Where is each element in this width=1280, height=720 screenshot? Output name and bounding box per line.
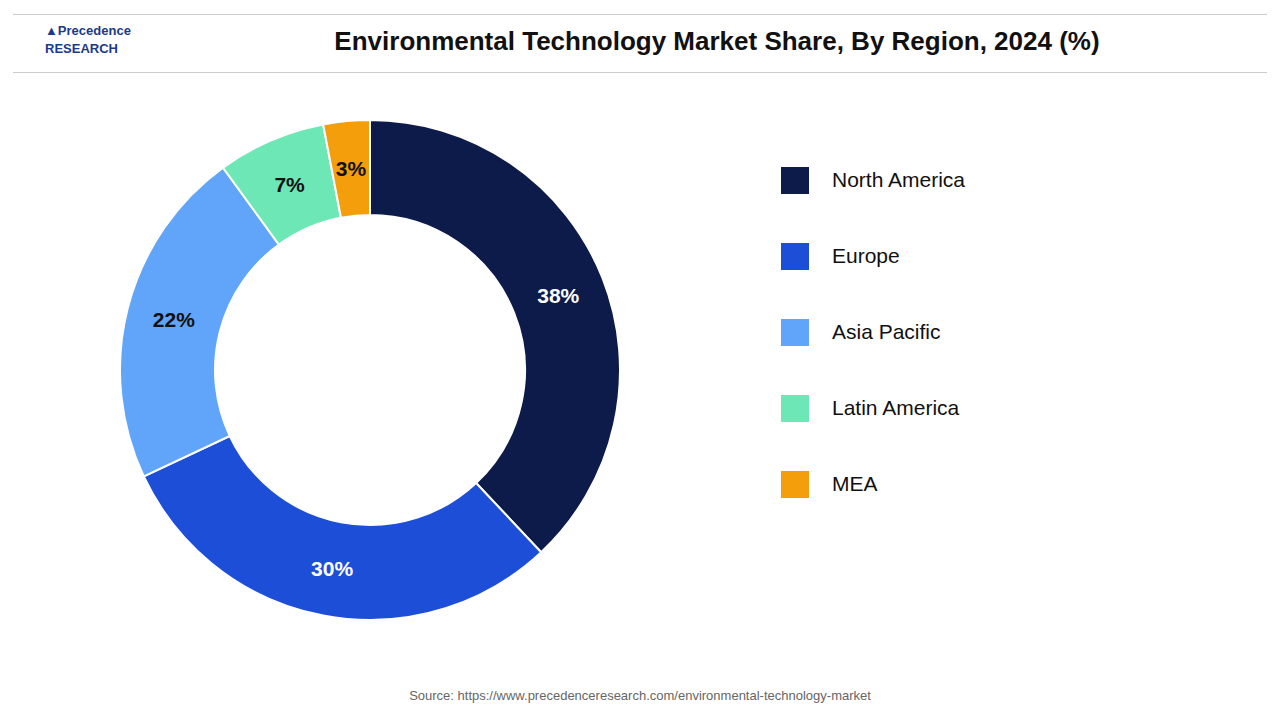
svg-text:7%: 7% bbox=[274, 173, 305, 196]
html-text:MEA: MEA bbox=[832, 472, 878, 495]
svg-text:22%: 22% bbox=[153, 308, 195, 331]
html-text:RESEARCH: RESEARCH bbox=[45, 41, 118, 56]
html-text:North America: North America bbox=[832, 168, 965, 191]
svg-text:38%: 38% bbox=[537, 284, 579, 307]
svg-text:30%: 30% bbox=[311, 557, 353, 580]
html-text:Latin America: Latin America bbox=[832, 396, 960, 419]
svg-text:3%: 3% bbox=[336, 157, 367, 180]
html-text:Source: https://www.precedence: Source: https://www.precedenceresearch.c… bbox=[409, 688, 871, 703]
html-text:Asia Pacific: Asia Pacific bbox=[832, 320, 941, 343]
html-text:Europe: Europe bbox=[832, 244, 900, 267]
html-text:▲Precedence: ▲Precedence bbox=[45, 23, 131, 38]
html-text:Environmental Technology Marke: Environmental Technology Market Share, B… bbox=[334, 26, 1100, 56]
